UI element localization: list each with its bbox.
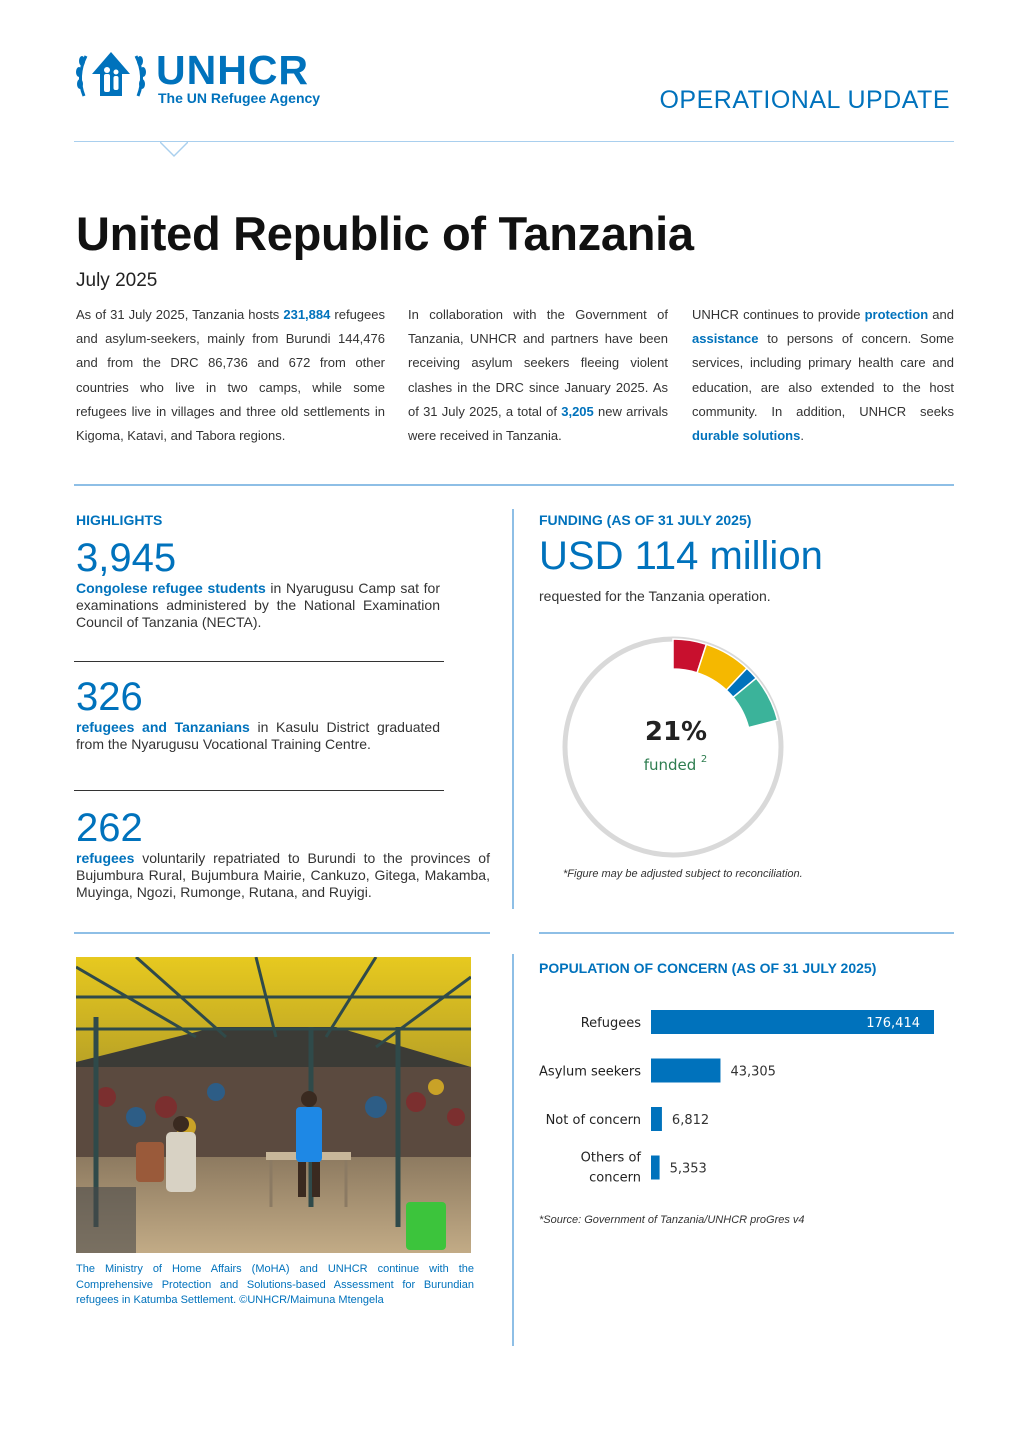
value-label: 6,812	[672, 1113, 709, 1128]
category-label: Not of concern	[546, 1113, 641, 1128]
value-label: 43,305	[730, 1065, 776, 1080]
chevron-down-icon	[160, 141, 188, 158]
bar-others-of-concern	[651, 1155, 660, 1180]
bar-not-of-concern	[651, 1107, 662, 1131]
highlight-text: refugees voluntarily repatriated to Buru…	[76, 850, 490, 900]
highlight-number: 326	[76, 675, 143, 719]
population-source: *Source: Government of Tanzania/UNHCR pr…	[539, 1214, 805, 1226]
intro-column-2: In collaboration with the Government of …	[408, 307, 668, 444]
highlight-divider	[74, 661, 444, 662]
total-refugees-link[interactable]: 231,884	[283, 307, 331, 322]
durable-solutions-link[interactable]: durable solutions	[692, 428, 801, 444]
org-subtitle: The UN Refugee Agency	[158, 90, 321, 106]
value-label: 5,353	[670, 1162, 707, 1177]
funded-percent: 21%	[645, 717, 707, 747]
unhcr-logo-icon	[76, 52, 146, 97]
protection-link[interactable]: protection	[864, 307, 929, 322]
report-date: July 2025	[76, 270, 158, 291]
highlight-text: refugees and Tanzanians in Kasulu Distri…	[76, 719, 441, 752]
column-divider	[512, 954, 514, 1346]
highlight-number: 3,945	[76, 536, 177, 580]
section-divider	[74, 484, 954, 486]
new-arrivals-link[interactable]: 3,205	[561, 403, 594, 419]
funding-amount: USD 114 million	[539, 534, 823, 578]
highlight-text: Congolese refugee students in Nyarugusu …	[76, 580, 440, 630]
highlight-number: 262	[76, 806, 143, 850]
assistance-link[interactable]: assistance	[692, 331, 759, 347]
org-name: UNHCR	[156, 47, 310, 93]
donut-segment-4	[732, 677, 779, 729]
photo-caption: The Ministry of Home Affairs (MoHA) and …	[76, 1263, 474, 1306]
value-label: 176,414	[866, 1016, 920, 1031]
population-bar-chart: Refugees 176,414 Asylum seekers 43,305 Not o…	[539, 1010, 934, 1186]
section-divider	[539, 932, 954, 934]
intro-column-3: UNHCR continues to provide protection an…	[692, 307, 954, 444]
category-label: Refugees	[581, 1016, 642, 1031]
document-type: OPERATIONAL UPDATE	[659, 86, 950, 114]
funded-label: funded	[644, 756, 697, 774]
intro-column-1: As of 31 July 2025, Tanzania hosts 231,8…	[76, 307, 386, 444]
section-divider	[74, 932, 490, 934]
bar-refugees	[651, 1010, 934, 1034]
funding-donut-chart: 21% funded 2	[562, 636, 784, 858]
category-label: Others of concern	[581, 1151, 642, 1186]
page-title: United Republic of Tanzania	[76, 207, 694, 260]
population-label: POPULATION OF CONCERN (AS OF 31 JULY 202…	[539, 960, 877, 976]
header-divider	[74, 141, 954, 142]
highlight-divider	[74, 790, 444, 791]
funding-note: *Figure may be adjusted subject to recon…	[563, 868, 803, 880]
funding-label: FUNDING (AS OF 31 JULY 2025)	[539, 512, 752, 528]
highlights-label: HIGHLIGHTS	[76, 512, 163, 528]
column-divider	[512, 509, 514, 909]
assessment-photo	[76, 957, 471, 1253]
funded-footnote-mark: 2	[701, 754, 707, 765]
category-label: Asylum seekers	[539, 1065, 641, 1080]
funding-subtitle: requested for the Tanzania operation.	[539, 588, 771, 604]
bar-asylum-seekers	[651, 1058, 721, 1083]
